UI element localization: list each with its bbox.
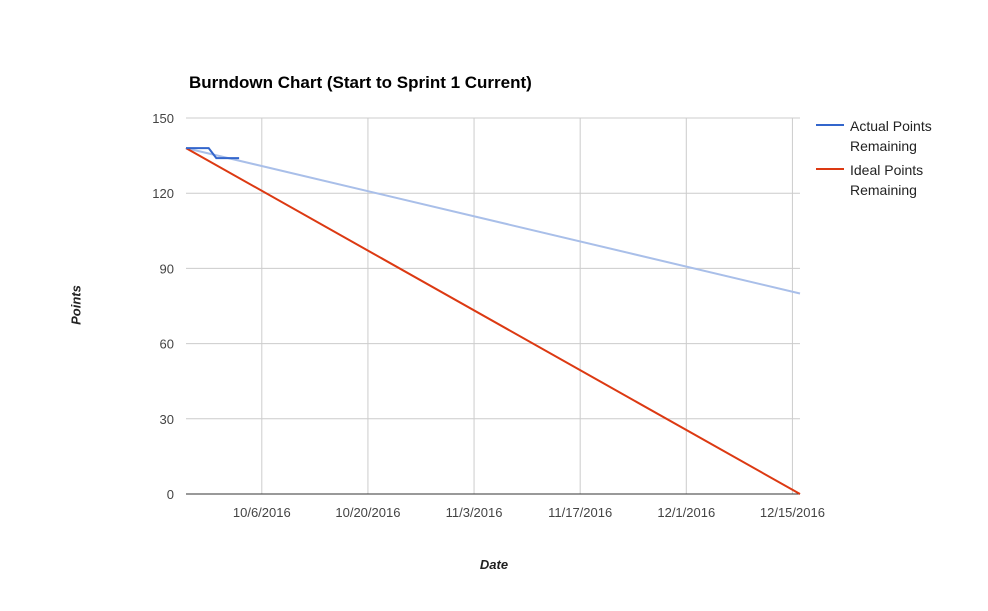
legend-swatch-actual xyxy=(816,124,844,126)
chart-title: Burndown Chart (Start to Sprint 1 Curren… xyxy=(189,73,532,92)
tick-labels: 0 30 60 90 120 150 10/6/2016 10/20/2016 11/3/201… xyxy=(152,111,825,520)
y-tick-label: 120 xyxy=(152,186,174,201)
y-tick-label: 90 xyxy=(160,261,174,276)
y-tick-label: 150 xyxy=(152,111,174,126)
x-tick-label: 10/20/2016 xyxy=(335,505,400,520)
x-tick-label: 11/3/2016 xyxy=(446,505,503,520)
y-axis-label: Points xyxy=(68,285,84,325)
legend-swatch-ideal xyxy=(816,168,844,170)
legend-item-actual: Actual Points Remaining xyxy=(816,116,981,156)
series-line-actual xyxy=(186,147,240,160)
series-line-ideal xyxy=(185,147,801,495)
legend-label-ideal: Ideal Points Remaining xyxy=(850,162,924,198)
y-tick-label: 60 xyxy=(160,337,174,352)
legend: Actual Points Remaining Ideal Points Rem… xyxy=(816,116,981,204)
trendline-actual xyxy=(185,147,801,295)
x-tick-label: 11/17/2016 xyxy=(548,505,612,520)
y-tick-label: 0 xyxy=(167,487,174,502)
legend-label-actual: Actual Points Remaining xyxy=(850,118,932,154)
legend-item-ideal: Ideal Points Remaining xyxy=(816,160,981,200)
series-lines xyxy=(185,147,801,495)
y-tick-label: 30 xyxy=(160,412,174,427)
x-tick-label: 12/1/2016 xyxy=(657,505,715,520)
gridlines xyxy=(186,117,800,495)
x-axis-label: Date xyxy=(479,557,509,572)
x-tick-label: 10/6/2016 xyxy=(233,505,291,520)
x-tick-label: 12/15/2016 xyxy=(760,505,825,520)
